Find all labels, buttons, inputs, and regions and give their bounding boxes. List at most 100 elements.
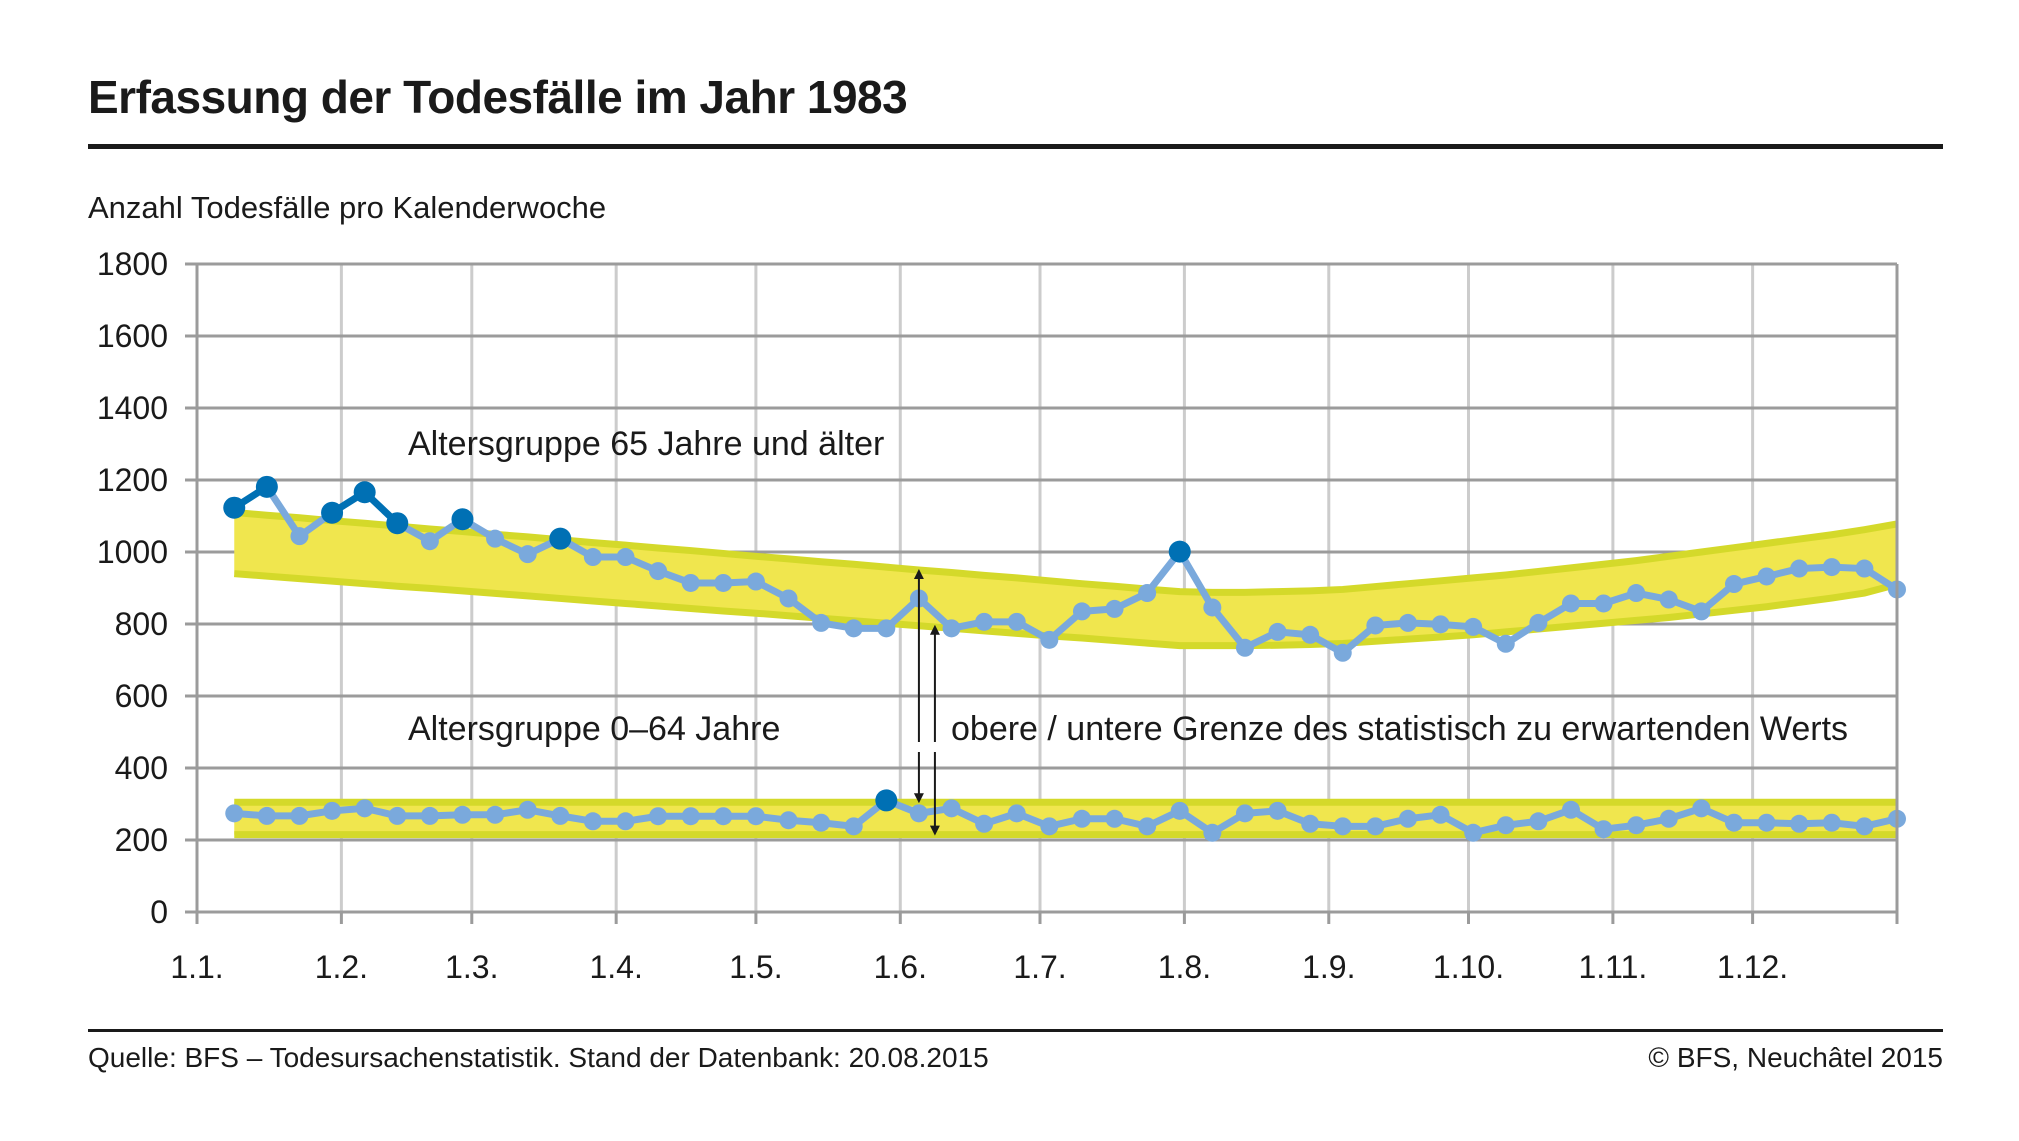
data-point [1333, 643, 1352, 662]
data-point [420, 532, 439, 551]
data-point [779, 589, 798, 608]
data-point [518, 800, 537, 819]
x-tick-label: 1.2. [315, 949, 368, 985]
data-point [1431, 805, 1450, 824]
data-point [518, 545, 537, 564]
data-point [1496, 816, 1515, 835]
y-tick-label: 1400 [97, 390, 168, 426]
data-point [1757, 567, 1776, 586]
y-tick-label: 400 [115, 750, 168, 786]
data-point [1398, 613, 1417, 632]
data-point [1822, 813, 1841, 832]
data-point [1040, 817, 1059, 836]
data-point [1301, 814, 1320, 833]
y-tick-label: 1600 [97, 318, 168, 354]
x-tick-label: 1.8. [1158, 949, 1211, 985]
y-tick-label: 1800 [97, 246, 168, 282]
data-point [1366, 616, 1385, 635]
data-point [355, 799, 374, 818]
data-point [1235, 638, 1254, 657]
series-lines [223, 475, 1906, 842]
data-point [1692, 799, 1711, 818]
data-point [1496, 634, 1515, 653]
data-point [1007, 804, 1026, 823]
data-point [420, 806, 439, 825]
y-tick-label: 0 [150, 894, 168, 930]
data-point [1431, 615, 1450, 634]
data-point [1855, 559, 1874, 578]
data-point [225, 804, 244, 823]
data-point [1464, 617, 1483, 636]
data-point [1627, 816, 1646, 835]
data-point [583, 812, 602, 831]
band-upper-limit-0 [233, 508, 1898, 596]
band-annotation: obere / untere Grenze des statistisch zu… [951, 710, 1848, 748]
x-tick-label: 1.1. [170, 949, 223, 985]
title-divider [88, 144, 1943, 149]
data-point-exceeding [255, 475, 278, 498]
data-point [649, 807, 668, 826]
data-point-exceeding [223, 496, 246, 519]
data-point [1561, 594, 1580, 613]
expected-value-bands [233, 508, 1898, 839]
data-point [746, 572, 765, 591]
x-tick-label: 1.9. [1302, 949, 1355, 985]
data-point [844, 817, 863, 836]
data-point [812, 813, 831, 832]
data-point [1594, 594, 1613, 613]
data-point [877, 619, 896, 638]
data-point-exceeding [353, 481, 376, 504]
data-point [1855, 817, 1874, 836]
data-point [714, 573, 733, 592]
y-tick-label: 1000 [97, 534, 168, 570]
data-point-exceeding [1168, 540, 1191, 563]
data-point [1790, 814, 1809, 833]
axes: 1.1. 1.2. 1.3. 1.4. 1.5. 1.6. 1.7. 1.8. 1.9. 1.10… [97, 246, 1899, 985]
annotations: Altersgruppe 65 Jahre und älter Altersgr… [408, 425, 1848, 836]
data-point [844, 619, 863, 638]
data-point [1398, 809, 1417, 828]
data-point [1105, 809, 1124, 828]
data-point [1040, 630, 1059, 649]
data-point [1724, 813, 1743, 832]
data-point [1268, 622, 1287, 641]
expected-band-1 [234, 802, 1898, 835]
data-point [1692, 602, 1711, 621]
y-tick-label: 800 [115, 606, 168, 642]
data-point [975, 814, 994, 833]
x-tick-label: 1.6. [874, 949, 927, 985]
data-point [1235, 804, 1254, 823]
data-point [1529, 613, 1548, 632]
data-point [1138, 584, 1157, 603]
data-point [486, 805, 505, 824]
data-point [1268, 801, 1287, 820]
data-point [812, 613, 831, 632]
data-point [551, 806, 570, 825]
data-point [1333, 817, 1352, 836]
data-point [1790, 559, 1809, 578]
data-point [1822, 558, 1841, 577]
data-point [1203, 598, 1222, 617]
data-point [1561, 800, 1580, 819]
data-point [1072, 602, 1091, 621]
x-tick-label: 1.3. [445, 949, 498, 985]
data-point [1170, 801, 1189, 820]
data-point [975, 612, 994, 631]
data-point [1007, 612, 1026, 631]
data-point [388, 806, 407, 825]
data-point [649, 562, 668, 581]
data-point [1138, 817, 1157, 836]
data-point [1659, 809, 1678, 828]
data-point [1464, 823, 1483, 842]
data-point [1072, 809, 1091, 828]
data-point-exceeding [875, 789, 898, 812]
data-point [1105, 599, 1124, 618]
y-tick-label: 1200 [97, 462, 168, 498]
chart-title: Erfassung der Todesfälle im Jahr 1983 [88, 71, 908, 123]
data-point [583, 548, 602, 567]
x-tick-label: 1.5. [729, 949, 782, 985]
data-point [616, 812, 635, 831]
data-point [1594, 820, 1613, 839]
data-point [290, 527, 309, 546]
